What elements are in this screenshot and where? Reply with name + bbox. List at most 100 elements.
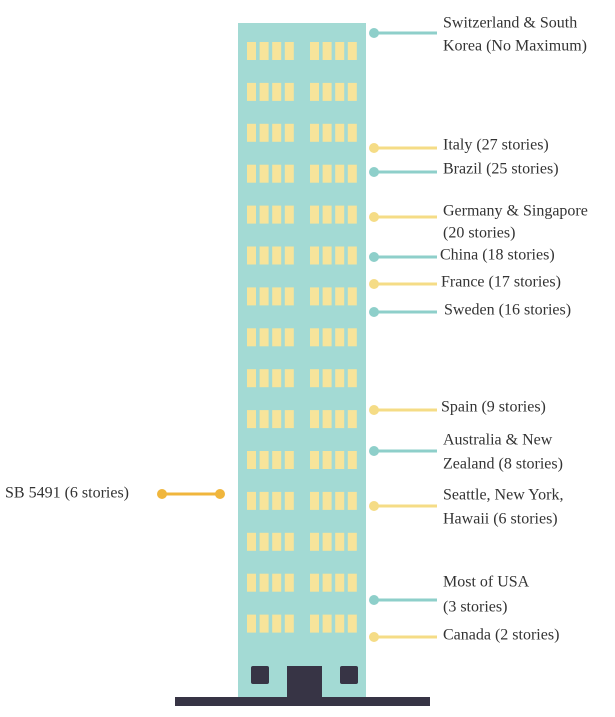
callouts: Switzerland & South Korea (No Maximum) Ita… <box>369 15 588 644</box>
callout-label: Korea (No Maximum) <box>443 38 587 55</box>
callout: France (17 stories) <box>369 274 561 291</box>
window <box>322 123 332 142</box>
window <box>322 164 332 183</box>
windows <box>247 42 357 633</box>
window <box>272 246 282 265</box>
callout: Spain (9 stories) <box>369 399 546 416</box>
callout: Italy (27 stories) <box>369 137 549 154</box>
window <box>347 532 357 551</box>
window <box>284 42 294 60</box>
window <box>284 491 294 510</box>
window <box>284 164 294 183</box>
callout: Sweden (16 stories) <box>369 302 571 319</box>
window <box>284 369 294 388</box>
window <box>272 369 282 388</box>
connector-dot <box>369 405 379 415</box>
connector-dot <box>369 167 379 177</box>
window <box>322 369 332 388</box>
window <box>272 491 282 510</box>
door <box>287 666 322 699</box>
window <box>284 287 294 306</box>
callout-label: China (18 stories) <box>440 247 555 264</box>
window <box>322 82 332 101</box>
window <box>310 82 319 101</box>
window <box>272 410 282 429</box>
window <box>259 164 269 183</box>
window <box>322 451 332 469</box>
callout-label: Germany & Singapore <box>443 203 588 220</box>
connector-dot <box>369 212 379 222</box>
window <box>335 328 345 347</box>
window <box>335 205 345 224</box>
window <box>347 369 357 388</box>
window <box>310 491 319 510</box>
window <box>322 532 332 551</box>
window <box>335 82 345 101</box>
callout: China (18 stories) <box>369 247 555 264</box>
connector-dot <box>369 279 379 289</box>
window <box>347 246 357 265</box>
callout-label: Switzerland & South <box>443 15 577 32</box>
callout: Most of USA (3 stories) <box>369 574 530 616</box>
window <box>335 451 345 469</box>
connector-dot <box>157 489 167 499</box>
window <box>247 614 256 633</box>
window <box>335 42 345 60</box>
door-window <box>251 666 269 684</box>
window <box>259 246 269 265</box>
window <box>247 42 256 60</box>
callout: Canada (2 stories) <box>369 627 559 644</box>
window <box>284 328 294 347</box>
window <box>335 246 345 265</box>
callout-label: Seattle, New York, <box>443 487 563 504</box>
window <box>347 123 357 142</box>
callout-label: Canada (2 stories) <box>443 627 559 644</box>
window <box>259 287 269 306</box>
window <box>247 451 256 469</box>
window <box>272 614 282 633</box>
window <box>284 410 294 429</box>
window <box>247 410 256 429</box>
window <box>347 491 357 510</box>
connector-dot <box>369 28 379 38</box>
window <box>335 369 345 388</box>
window <box>259 491 269 510</box>
window <box>247 573 256 592</box>
window <box>347 287 357 306</box>
window <box>272 42 282 60</box>
window <box>310 246 319 265</box>
window <box>347 451 357 469</box>
window <box>322 287 332 306</box>
window <box>284 82 294 101</box>
window <box>284 573 294 592</box>
window <box>247 532 256 551</box>
window <box>272 573 282 592</box>
window <box>247 369 256 388</box>
window <box>272 451 282 469</box>
callout-label: Sweden (16 stories) <box>444 302 571 319</box>
window <box>347 328 357 347</box>
door-window <box>340 666 358 684</box>
window <box>259 42 269 60</box>
window <box>322 573 332 592</box>
window <box>259 451 269 469</box>
window <box>247 328 256 347</box>
window <box>284 614 294 633</box>
window <box>310 42 319 60</box>
window <box>272 328 282 347</box>
window <box>259 205 269 224</box>
window <box>310 573 319 592</box>
window <box>310 328 319 347</box>
window <box>247 205 256 224</box>
window <box>347 614 357 633</box>
window <box>310 451 319 469</box>
callout-label: France (17 stories) <box>441 274 561 291</box>
window <box>259 410 269 429</box>
connector-dot <box>369 252 379 262</box>
window <box>347 205 357 224</box>
window <box>247 82 256 101</box>
window <box>272 164 282 183</box>
callout-label: Zealand (8 stories) <box>443 456 563 473</box>
window <box>247 164 256 183</box>
